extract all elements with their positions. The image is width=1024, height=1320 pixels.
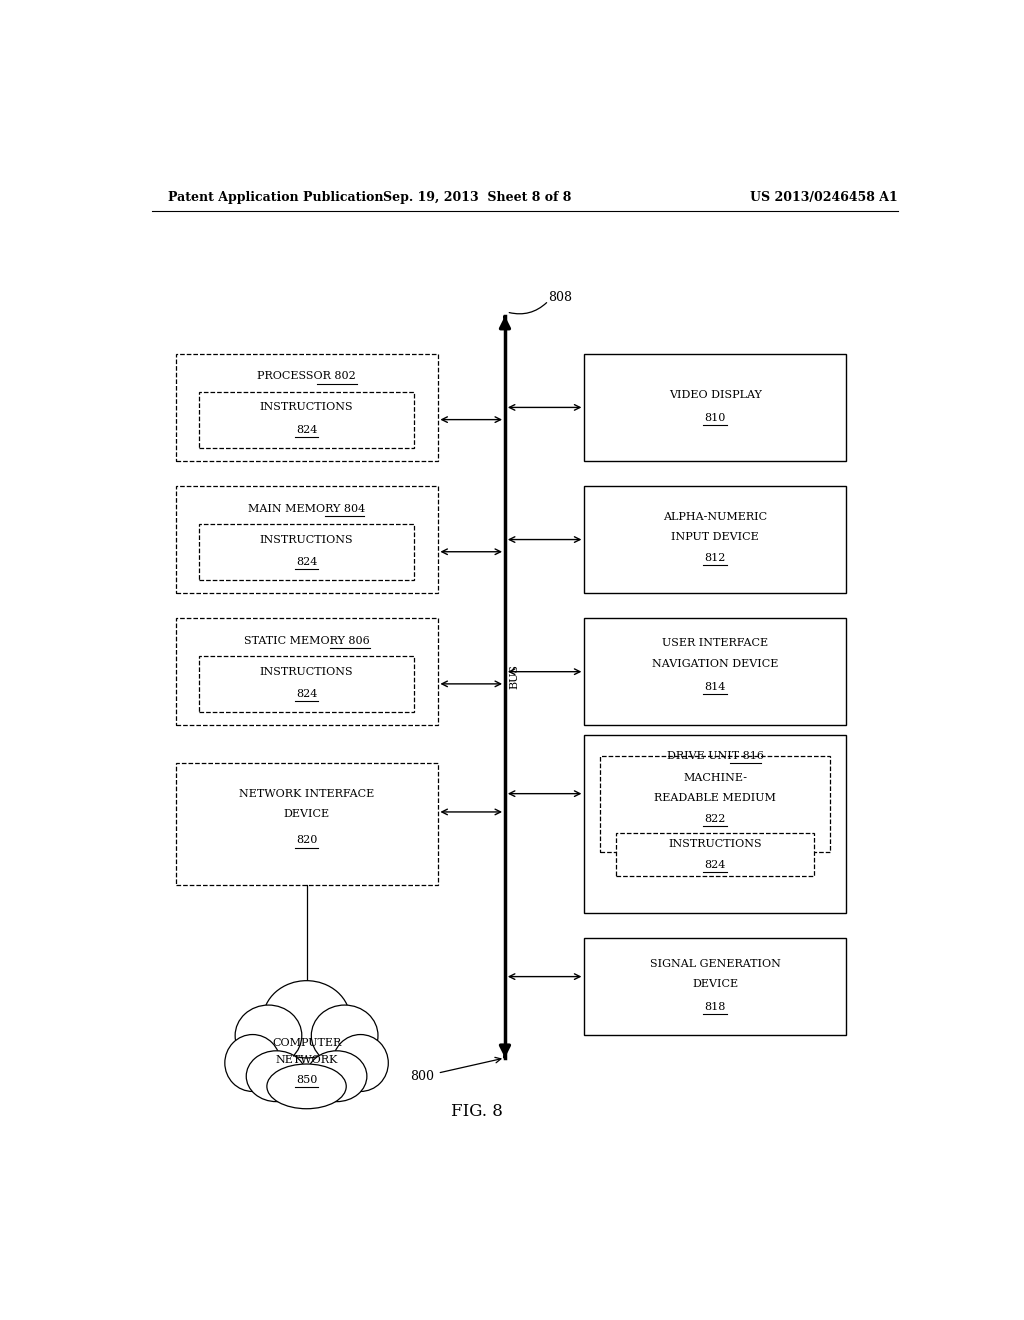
Ellipse shape: [333, 1035, 388, 1092]
Text: 824: 824: [296, 557, 317, 566]
Text: INSTRUCTIONS: INSTRUCTIONS: [260, 403, 353, 412]
Bar: [600, 755, 830, 853]
Bar: [585, 939, 846, 1035]
Bar: [585, 735, 846, 913]
Text: COMPUTER: COMPUTER: [272, 1038, 341, 1048]
Ellipse shape: [311, 1005, 378, 1067]
Bar: [200, 392, 414, 447]
Ellipse shape: [267, 1064, 346, 1109]
Bar: [176, 486, 437, 593]
Text: NETWORK: NETWORK: [275, 1055, 338, 1065]
Text: READABLE MEDIUM: READABLE MEDIUM: [654, 793, 776, 804]
Bar: [176, 763, 437, 886]
Ellipse shape: [263, 981, 350, 1057]
Text: 820: 820: [296, 836, 317, 845]
Text: INSTRUCTIONS: INSTRUCTIONS: [260, 535, 353, 545]
Text: DRIVE UNIT 816: DRIVE UNIT 816: [667, 751, 764, 760]
Ellipse shape: [246, 1051, 306, 1102]
Text: STATIC MEMORY 806: STATIC MEMORY 806: [244, 636, 370, 645]
Text: INSTRUCTIONS: INSTRUCTIONS: [669, 840, 762, 850]
Text: SIGNAL GENERATION: SIGNAL GENERATION: [650, 960, 780, 969]
Text: MAIN MEMORY 804: MAIN MEMORY 804: [248, 503, 366, 513]
Text: MACHINE-: MACHINE-: [683, 774, 748, 783]
Text: USER INTERFACE: USER INTERFACE: [663, 639, 768, 648]
Text: 814: 814: [705, 682, 726, 692]
Text: 822: 822: [705, 813, 726, 824]
Text: DEVICE: DEVICE: [284, 809, 330, 818]
Ellipse shape: [306, 1051, 367, 1102]
Text: 824: 824: [296, 689, 317, 700]
Bar: [585, 486, 846, 593]
Text: DEVICE: DEVICE: [692, 978, 738, 989]
Text: NETWORK INTERFACE: NETWORK INTERFACE: [239, 788, 374, 799]
Bar: [176, 354, 437, 461]
Text: 808: 808: [549, 292, 572, 304]
Bar: [200, 524, 414, 579]
Text: VIDEO DISPLAY: VIDEO DISPLAY: [669, 391, 762, 400]
Bar: [176, 618, 437, 725]
Text: NAVIGATION DEVICE: NAVIGATION DEVICE: [652, 659, 778, 668]
Bar: [585, 354, 846, 461]
Ellipse shape: [225, 1035, 281, 1092]
Text: Patent Application Publication: Patent Application Publication: [168, 190, 383, 203]
Ellipse shape: [236, 1005, 302, 1067]
Text: 818: 818: [705, 1002, 726, 1012]
Text: 824: 824: [705, 859, 726, 870]
Text: ALPHA-NUMERIC: ALPHA-NUMERIC: [664, 512, 767, 523]
Text: Sep. 19, 2013  Sheet 8 of 8: Sep. 19, 2013 Sheet 8 of 8: [383, 190, 571, 203]
Text: 810: 810: [705, 413, 726, 422]
Bar: [200, 656, 414, 711]
Text: 850: 850: [296, 1076, 317, 1085]
Text: 824: 824: [296, 425, 317, 434]
Text: FIG. 8: FIG. 8: [452, 1104, 503, 1121]
Text: US 2013/0246458 A1: US 2013/0246458 A1: [750, 190, 898, 203]
Bar: [616, 833, 814, 876]
Text: INSTRUCTIONS: INSTRUCTIONS: [260, 667, 353, 677]
Text: BUS: BUS: [510, 664, 519, 689]
Text: 812: 812: [705, 553, 726, 562]
Text: 800: 800: [410, 1069, 434, 1082]
Text: PROCESSOR 802: PROCESSOR 802: [257, 371, 356, 381]
Text: INPUT DEVICE: INPUT DEVICE: [672, 532, 759, 541]
Bar: [585, 618, 846, 725]
